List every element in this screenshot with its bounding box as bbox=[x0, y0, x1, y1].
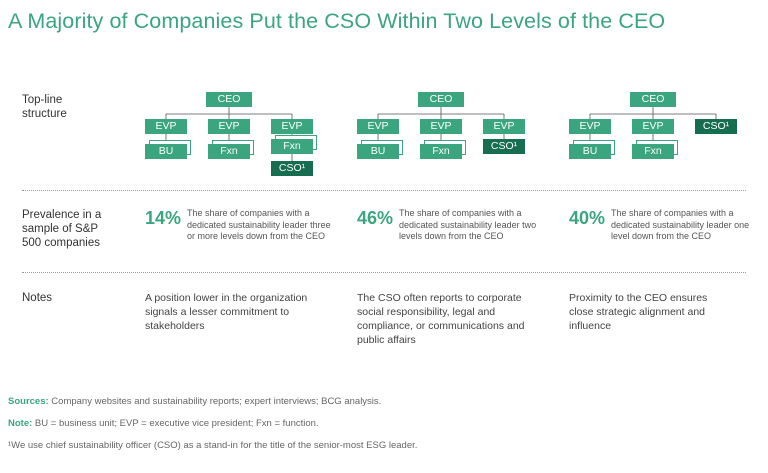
org-connectors bbox=[377, 107, 505, 144]
cso-box: CSO¹ bbox=[483, 139, 525, 154]
ceo-box: CEO bbox=[206, 92, 252, 107]
prevalence-percent: 14% bbox=[145, 208, 182, 228]
org-chart-three-levels: CEO EVP EVP EVP BU Fxn Fxn CSO¹ bbox=[145, 92, 335, 182]
ceo-box: CEO bbox=[418, 92, 464, 107]
fxn-box: Fxn bbox=[208, 144, 250, 159]
divider bbox=[22, 272, 746, 273]
row-label-structure: Top-line structure bbox=[22, 94, 67, 120]
row-label-notes: Notes bbox=[22, 292, 53, 304]
note-text: Proximity to the CEO ensures close strat… bbox=[569, 292, 708, 332]
evp-box: EVP bbox=[483, 119, 525, 134]
evp-box: EVP bbox=[569, 119, 611, 134]
evp-box: EVP bbox=[357, 119, 399, 134]
bu-box: BU bbox=[145, 144, 187, 159]
evp-box: EVP bbox=[208, 119, 250, 134]
evp-box: EVP bbox=[145, 119, 187, 134]
prevalence-percent: 46% bbox=[357, 208, 394, 228]
cso-footnote: ¹We use chief sustainability officer (CS… bbox=[8, 440, 418, 451]
bu-box: BU bbox=[569, 144, 611, 159]
org-chart-one-level: CEO EVP EVP CSO¹ BU Fxn bbox=[569, 92, 759, 182]
org-connectors bbox=[589, 107, 717, 144]
ceo-box: CEO bbox=[630, 92, 676, 107]
prevalence-description: The share of companies with a dedicated … bbox=[187, 208, 331, 241]
fxn-box: Fxn bbox=[632, 144, 674, 159]
sources-footnote: Sources: Company websites and sustainabi… bbox=[8, 396, 382, 407]
cso-box: CSO¹ bbox=[271, 161, 313, 176]
org-chart-two-levels: CEO EVP EVP EVP BU Fxn CSO¹ bbox=[357, 92, 547, 182]
note-footnote: Note: BU = business unit; EVP = executiv… bbox=[8, 418, 319, 429]
evp-box: EVP bbox=[632, 119, 674, 134]
cso-box: CSO¹ bbox=[695, 119, 737, 134]
evp-box: EVP bbox=[271, 119, 313, 134]
page-title: A Majority of Companies Put the CSO With… bbox=[8, 9, 666, 33]
org-connectors bbox=[165, 107, 293, 161]
evp-box: EVP bbox=[420, 119, 462, 134]
fxn-box: Fxn bbox=[271, 139, 313, 154]
note-text: A position lower in the organization sig… bbox=[145, 292, 308, 332]
prevalence-percent: 40% bbox=[569, 208, 606, 228]
fxn-box: Fxn bbox=[420, 144, 462, 159]
note-text: The CSO often reports to corporate socia… bbox=[357, 292, 525, 346]
prevalence-description: The share of companies with a dedicated … bbox=[399, 208, 537, 241]
bu-box: BU bbox=[357, 144, 399, 159]
row-label-prevalence: Prevalence in a sample of S&P 500 compan… bbox=[22, 209, 102, 249]
prevalence-description: The share of companies with a dedicated … bbox=[611, 208, 750, 241]
divider bbox=[22, 190, 746, 191]
